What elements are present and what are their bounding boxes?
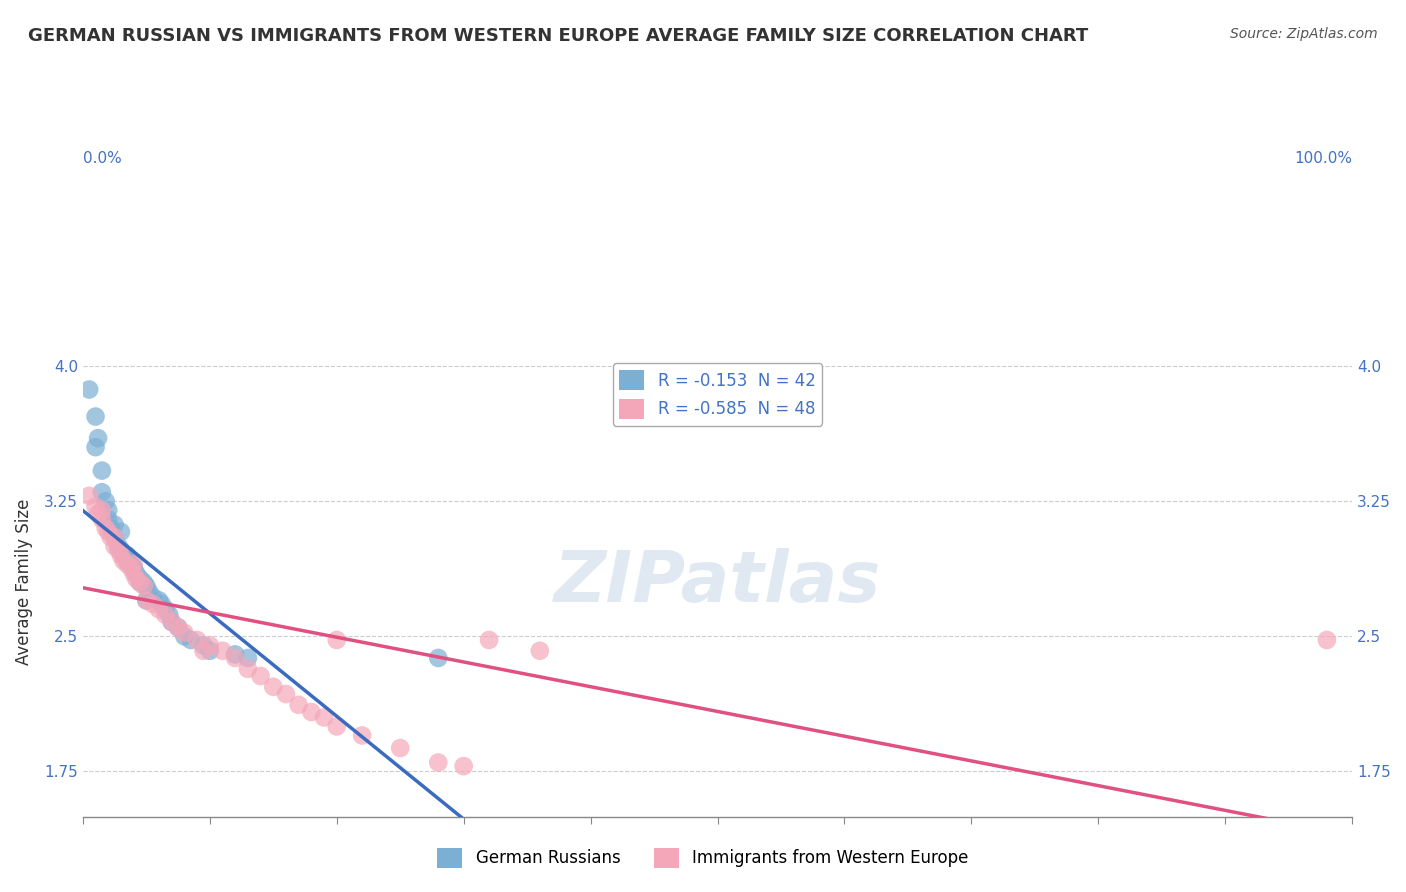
Point — [122, 561, 145, 575]
Point — [155, 602, 177, 616]
Point — [160, 615, 183, 629]
Point — [94, 521, 117, 535]
Legend: R = -0.153  N = 42, R = -0.585  N = 48: R = -0.153 N = 42, R = -0.585 N = 48 — [613, 363, 823, 425]
Point — [529, 644, 551, 658]
Point — [110, 549, 132, 563]
Point — [107, 542, 129, 557]
Point — [112, 554, 135, 568]
Point — [100, 521, 122, 535]
Point — [90, 503, 112, 517]
Point — [97, 524, 120, 539]
Point — [167, 620, 190, 634]
Point — [135, 593, 157, 607]
Point — [90, 512, 112, 526]
Point — [150, 597, 173, 611]
Point — [122, 566, 145, 581]
Point — [160, 615, 183, 629]
Point — [132, 579, 155, 593]
Point — [186, 632, 208, 647]
Point — [142, 597, 165, 611]
Point — [129, 575, 152, 590]
Point — [120, 558, 142, 572]
Point — [236, 651, 259, 665]
Point — [1316, 632, 1339, 647]
Point — [103, 530, 125, 544]
Y-axis label: Average Family Size: Average Family Size — [15, 500, 32, 665]
Text: Source: ZipAtlas.com: Source: ZipAtlas.com — [1230, 27, 1378, 41]
Point — [193, 639, 215, 653]
Point — [155, 607, 177, 622]
Text: GERMAN RUSSIAN VS IMMIGRANTS FROM WESTERN EUROPE AVERAGE FAMILY SIZE CORRELATION: GERMAN RUSSIAN VS IMMIGRANTS FROM WESTER… — [28, 27, 1088, 45]
Point — [427, 651, 450, 665]
Point — [173, 625, 195, 640]
Point — [135, 579, 157, 593]
Point — [97, 503, 120, 517]
Point — [389, 741, 412, 756]
Point — [125, 572, 148, 586]
Point — [100, 530, 122, 544]
Point — [224, 651, 246, 665]
Point — [132, 575, 155, 590]
Text: 0.0%: 0.0% — [83, 152, 121, 166]
Point — [97, 512, 120, 526]
Point — [103, 517, 125, 532]
Point — [167, 620, 190, 634]
Point — [325, 719, 347, 733]
Point — [224, 648, 246, 662]
Point — [453, 759, 475, 773]
Point — [173, 629, 195, 643]
Point — [427, 756, 450, 770]
Point — [262, 680, 284, 694]
Point — [122, 558, 145, 572]
Text: ZIPatlas: ZIPatlas — [554, 548, 882, 616]
Point — [122, 561, 145, 575]
Point — [94, 494, 117, 508]
Point — [211, 644, 233, 658]
Point — [129, 572, 152, 586]
Point — [478, 632, 501, 647]
Point — [110, 524, 132, 539]
Point — [312, 710, 335, 724]
Point — [142, 590, 165, 604]
Point — [120, 561, 142, 575]
Point — [299, 705, 322, 719]
Legend: German Russians, Immigrants from Western Europe: German Russians, Immigrants from Western… — [430, 841, 976, 875]
Point — [198, 639, 221, 653]
Point — [87, 507, 110, 521]
Point — [117, 558, 139, 572]
Point — [193, 644, 215, 658]
Point — [77, 383, 100, 397]
Point — [249, 669, 271, 683]
Point — [84, 500, 107, 514]
Point — [274, 687, 297, 701]
Text: 100.0%: 100.0% — [1295, 152, 1353, 166]
Point — [117, 549, 139, 563]
Point — [117, 554, 139, 568]
Point — [84, 409, 107, 424]
Point — [135, 593, 157, 607]
Point — [90, 485, 112, 500]
Point — [77, 489, 100, 503]
Point — [138, 584, 160, 599]
Point — [112, 549, 135, 563]
Point — [103, 539, 125, 553]
Point — [287, 698, 309, 712]
Point — [90, 464, 112, 478]
Point — [84, 440, 107, 454]
Point — [325, 632, 347, 647]
Point — [180, 632, 202, 647]
Point — [110, 542, 132, 557]
Point — [352, 729, 374, 743]
Point — [148, 593, 170, 607]
Point — [129, 575, 152, 590]
Point — [87, 431, 110, 445]
Point — [103, 530, 125, 544]
Point — [125, 566, 148, 581]
Point — [198, 644, 221, 658]
Point — [157, 607, 180, 622]
Point — [107, 539, 129, 553]
Point — [148, 602, 170, 616]
Point — [236, 662, 259, 676]
